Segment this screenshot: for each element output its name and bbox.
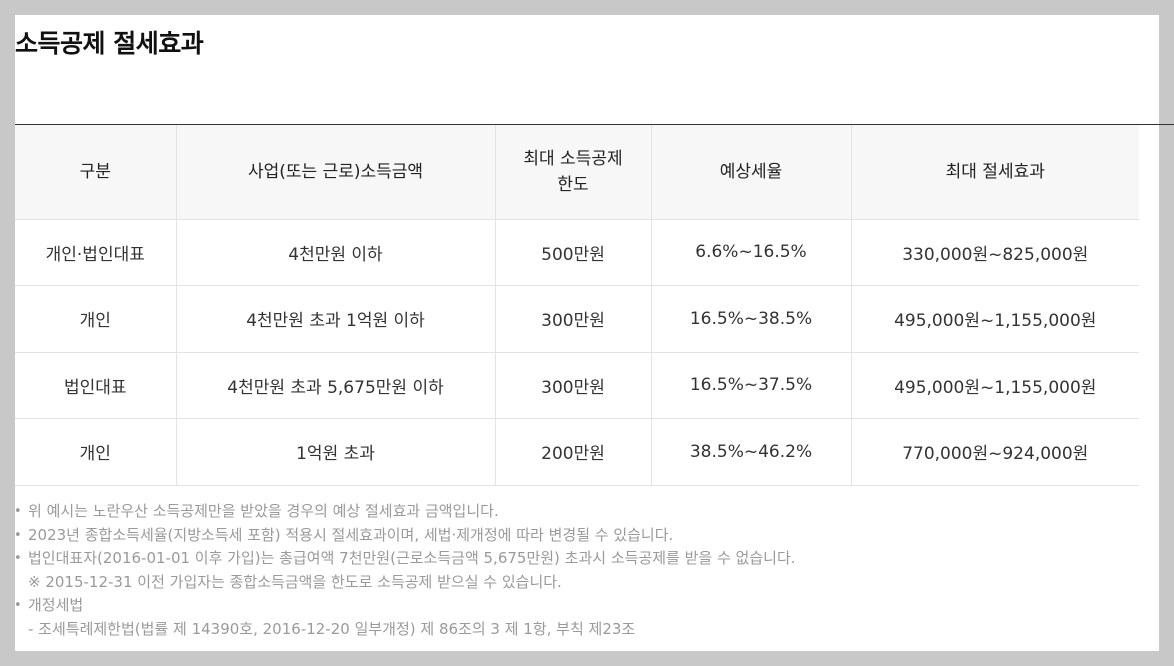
cell-tax-savings: 495,000원~1,155,000원 xyxy=(850,285,1139,353)
footnote-item: 개정세법 xyxy=(14,594,796,618)
table-row: 개인 1억원 초과 200만원 38.5%~46.2% 770,000원~924… xyxy=(15,418,1139,486)
footnote-item: 위 예시는 노란우산 소득공제만을 받았을 경우의 예상 절세효과 금액입니다. xyxy=(14,500,796,524)
footnote-item: 2023년 종합소득세율(지방소득세 포함) 적용시 절세효과이며, 세법·제개… xyxy=(14,524,796,548)
footnotes-list: 위 예시는 노란우산 소득공제만을 받았을 경우의 예상 절세효과 금액입니다.… xyxy=(14,500,796,641)
cell-tax-savings: 770,000원~924,000원 xyxy=(850,418,1139,486)
cell-income-amount: 4천만원 이하 xyxy=(175,219,495,286)
table-row: 개인 4천만원 초과 1억원 이하 300만원 16.5%~38.5% 495,… xyxy=(15,285,1139,353)
cell-category: 개인·법인대표 xyxy=(15,219,176,286)
header-expected-tax-rate: 예상세율 xyxy=(650,125,851,220)
table-row: 개인·법인대표 4천만원 이하 500만원 6.6%~16.5% 330,000… xyxy=(15,219,1139,286)
cell-max-deduction: 300만원 xyxy=(494,352,651,419)
cell-max-deduction: 200만원 xyxy=(494,418,651,486)
cell-category: 개인 xyxy=(15,418,176,486)
cell-income-amount: 4천만원 초과 1억원 이하 xyxy=(175,285,495,353)
table-header-row: 구분 사업(또는 근로)소득금액 최대 소득공제 한도 예상세율 최대 절세효과 xyxy=(15,125,1139,220)
header-category: 구분 xyxy=(15,125,176,220)
cell-income-amount: 1억원 초과 xyxy=(175,418,495,486)
cell-tax-rate: 38.5%~46.2% xyxy=(650,418,851,486)
title-divider xyxy=(15,124,1174,125)
footnote-subnote: ※ 2015-12-31 이전 가입자는 종합소득금액을 한도로 소득공제 받으… xyxy=(28,572,562,591)
tax-savings-table: 구분 사업(또는 근로)소득금액 최대 소득공제 한도 예상세율 최대 절세효과… xyxy=(15,125,1139,486)
cell-tax-rate: 16.5%~38.5% xyxy=(650,285,851,353)
cell-tax-savings: 330,000원~825,000원 xyxy=(850,219,1139,286)
cell-max-deduction: 500만원 xyxy=(494,219,651,286)
cell-category: 법인대표 xyxy=(15,352,176,419)
table-row: 법인대표 4천만원 초과 5,675만원 이하 300만원 16.5%~37.5… xyxy=(15,352,1139,419)
header-max-tax-savings: 최대 절세효과 xyxy=(850,125,1139,220)
footnote-item: 법인대표자(2016-01-01 이후 가입)는 총급여액 7천만원(근로소득금… xyxy=(14,547,796,571)
cell-income-amount: 4천만원 초과 5,675만원 이하 xyxy=(175,352,495,419)
page-title: 소득공제 절세효과 xyxy=(15,29,204,58)
cell-max-deduction: 300만원 xyxy=(494,285,651,353)
cell-category: 개인 xyxy=(15,285,176,353)
header-max-deduction: 최대 소득공제 한도 xyxy=(494,125,651,220)
header-income-amount: 사업(또는 근로)소득금액 xyxy=(175,125,495,220)
footnote-subnote: - 조세특례제한법(법률 제 14390호, 2016-12-20 일부개정) … xyxy=(28,619,636,638)
cell-tax-rate: 6.6%~16.5% xyxy=(650,219,851,286)
cell-tax-rate: 16.5%~37.5% xyxy=(650,352,851,419)
cell-tax-savings: 495,000원~1,155,000원 xyxy=(850,352,1139,419)
